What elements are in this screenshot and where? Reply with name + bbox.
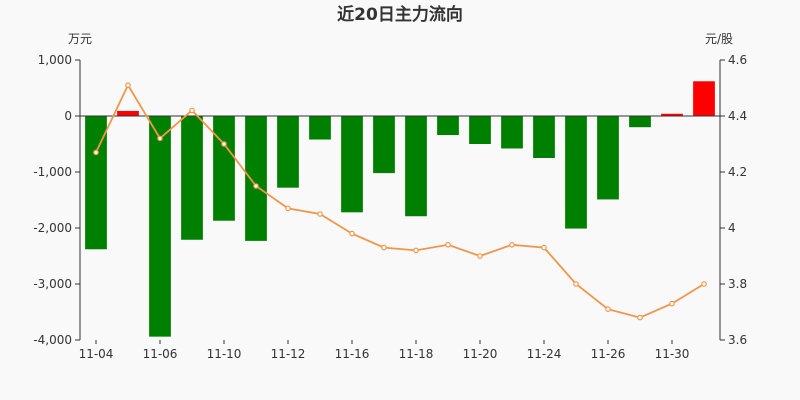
fund-flow-bars <box>85 81 715 337</box>
x-tick-label: 11-10 <box>207 347 242 361</box>
price-point <box>221 141 227 147</box>
flow-bar <box>213 116 235 221</box>
price-point <box>573 281 579 287</box>
flow-bar <box>277 116 299 188</box>
right-tick-label: 4 <box>728 221 736 235</box>
x-tick-label: 11-26 <box>591 347 626 361</box>
price-line <box>95 83 705 319</box>
chart-title: 近20日主力流向 <box>337 4 463 25</box>
price-point <box>157 135 163 142</box>
flow-bar <box>693 81 715 116</box>
flow-bar <box>597 116 619 200</box>
flow-bar <box>469 116 491 144</box>
x-tick-label: 11-16 <box>335 347 370 361</box>
price-point <box>125 82 131 89</box>
left-tick-label: -4,000 <box>33 333 72 347</box>
left-tick-label: 0 <box>64 109 72 123</box>
left-tick-label: -3,000 <box>33 277 72 291</box>
x-tick-label: 11-18 <box>399 347 434 361</box>
price-point <box>541 244 547 251</box>
flow-bar <box>437 116 459 136</box>
right-tick-label: 3.6 <box>728 333 747 347</box>
flow-bar <box>85 116 107 250</box>
flow-bar <box>533 116 555 158</box>
price-point <box>285 205 291 212</box>
flow-bar <box>149 116 171 337</box>
x-tick-label: 11-04 <box>79 347 114 361</box>
flow-bar <box>629 116 651 128</box>
price-point <box>413 247 419 254</box>
axes: 1,000 0 -1,000 -2,000 -3,000 -4,000 4.6 4.4 4.2 4… <box>33 53 747 361</box>
price-point <box>317 211 323 217</box>
price-point <box>189 107 195 114</box>
price-point <box>509 242 515 248</box>
price-point <box>381 244 387 251</box>
flow-bar <box>117 110 139 116</box>
right-tick-label: 4.6 <box>728 53 747 67</box>
price-line-series <box>93 82 707 321</box>
price-point <box>93 149 99 156</box>
price-point <box>637 314 643 321</box>
flow-bar <box>661 113 683 116</box>
price-point <box>253 183 259 189</box>
price-point <box>349 230 355 237</box>
right-axis-unit: 元/股 <box>705 32 733 46</box>
x-tick-label: 11-06 <box>143 347 178 361</box>
price-point <box>701 281 707 287</box>
left-tick-label: -2,000 <box>33 221 72 235</box>
x-tick-label: 11-24 <box>527 347 562 361</box>
flow-bar <box>565 116 587 229</box>
flow-bar <box>309 116 331 140</box>
right-tick-label: 4.2 <box>728 165 747 179</box>
price-point <box>669 300 675 307</box>
x-tick-label: 11-20 <box>463 347 498 361</box>
flow-bar <box>405 116 427 217</box>
flow-bar <box>501 116 523 149</box>
x-tick-label: 11-12 <box>271 347 306 361</box>
left-axis-unit: 万元 <box>68 32 92 46</box>
x-tick-label: 11-30 <box>655 347 690 361</box>
flow-bar <box>373 116 395 174</box>
flow-bar <box>341 116 363 213</box>
flow-bar <box>245 116 267 241</box>
price-point <box>605 306 611 313</box>
flow-bar <box>181 116 203 240</box>
price-point <box>445 242 451 248</box>
right-tick-label: 4.4 <box>728 109 747 123</box>
left-tick-label: -1,000 <box>33 165 72 179</box>
left-tick-label: 1,000 <box>38 53 72 67</box>
right-tick-label: 3.8 <box>728 277 747 291</box>
price-point <box>477 253 483 259</box>
